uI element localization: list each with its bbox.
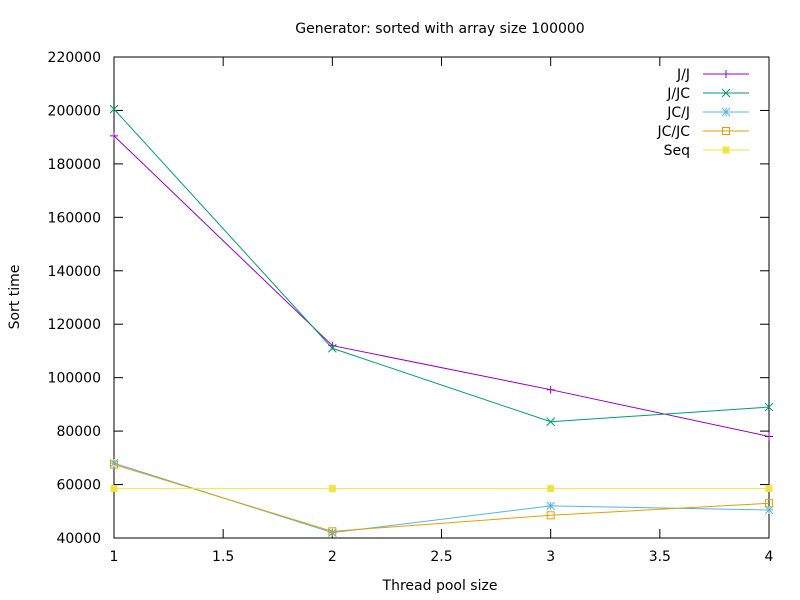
data-point-seq — [765, 485, 773, 493]
y-axis-label: Sort time — [7, 265, 23, 330]
plot-area — [109, 104, 774, 538]
data-point-jc-jc — [328, 527, 337, 536]
legend-label: J/JC — [666, 86, 690, 102]
legend: J/J J/JC JC/J JC/JC Seq — [656, 67, 749, 159]
y-tick-label: 200000 — [48, 103, 101, 119]
x-tick-label: 3.5 — [649, 549, 671, 565]
data-point-jc-j — [327, 528, 337, 538]
y-tick-label: 140000 — [48, 264, 101, 280]
data-point-jc-j — [546, 501, 556, 511]
legend-label: JC/JC — [656, 124, 690, 140]
x-tick-label: 3 — [546, 549, 555, 565]
y-tick-label: 40000 — [56, 531, 101, 547]
legend-label: Seq — [664, 143, 690, 159]
x-axis-label: Thread pool size — [382, 578, 498, 594]
x-axis: 1 1.5 2 2.5 3 3.5 4 — [110, 57, 774, 565]
series-line-j-jc — [113, 108, 770, 423]
data-point-jc-jc — [765, 499, 773, 508]
data-point-jc-j — [764, 505, 774, 515]
y-tick-label: 160000 — [48, 210, 101, 226]
y-tick-label: 80000 — [56, 424, 101, 440]
legend-marker — [722, 146, 730, 154]
series-jc-jc — [110, 460, 773, 536]
series-line-jc-jc — [113, 464, 770, 532]
data-point-jc-jc — [546, 511, 555, 520]
data-point-j-jc — [327, 343, 337, 353]
legend-item-seq: Seq — [664, 143, 749, 159]
data-point-j-jc — [546, 417, 556, 427]
chart-title: Generator: sorted with array size 100000 — [295, 21, 584, 37]
legend-marker — [722, 127, 730, 135]
data-point-j-j — [546, 385, 555, 394]
data-point-seq — [110, 485, 118, 493]
legend-item-jc-j: JC/J — [666, 105, 749, 121]
legend-marker — [722, 70, 730, 78]
legend-item-jc-jc: JC/JC — [656, 124, 749, 140]
y-tick-label: 60000 — [56, 478, 101, 494]
data-point-j-jc — [764, 402, 774, 412]
legend-label: J/J — [676, 67, 690, 83]
x-tick-label: 4 — [765, 549, 774, 565]
data-point-seq — [547, 485, 555, 493]
series-j-jc — [109, 104, 774, 427]
series-j-j — [110, 131, 773, 441]
data-point-j-j — [765, 432, 773, 441]
series-jc-j — [109, 458, 774, 538]
data-point-j-j — [110, 131, 118, 140]
series-line-jc-j — [113, 462, 770, 534]
legend-item-j-j: J/J — [676, 67, 749, 83]
data-point-seq — [328, 485, 336, 493]
series-seq — [110, 485, 773, 493]
legend-item-j-jc: J/JC — [666, 86, 749, 102]
x-tick-label: 1.5 — [212, 549, 234, 565]
series-line-j-j — [113, 135, 770, 437]
y-tick-label: 180000 — [48, 157, 101, 173]
y-tick-label: 220000 — [48, 50, 101, 66]
y-tick-label: 120000 — [48, 317, 101, 333]
legend-label: JC/J — [666, 105, 690, 121]
x-tick-label: 2.5 — [430, 549, 452, 565]
data-point-jc-j — [109, 458, 119, 468]
legend-marker — [721, 88, 731, 98]
y-axis: 40000 60000 80000 100000 120000 140000 160000 1… — [48, 50, 769, 547]
data-point-j-jc — [109, 104, 119, 114]
y-tick-label: 100000 — [48, 371, 101, 387]
x-tick-label: 1 — [110, 549, 119, 565]
legend-marker — [721, 107, 731, 117]
x-tick-label: 2 — [328, 549, 337, 565]
data-point-jc-jc — [110, 460, 118, 469]
